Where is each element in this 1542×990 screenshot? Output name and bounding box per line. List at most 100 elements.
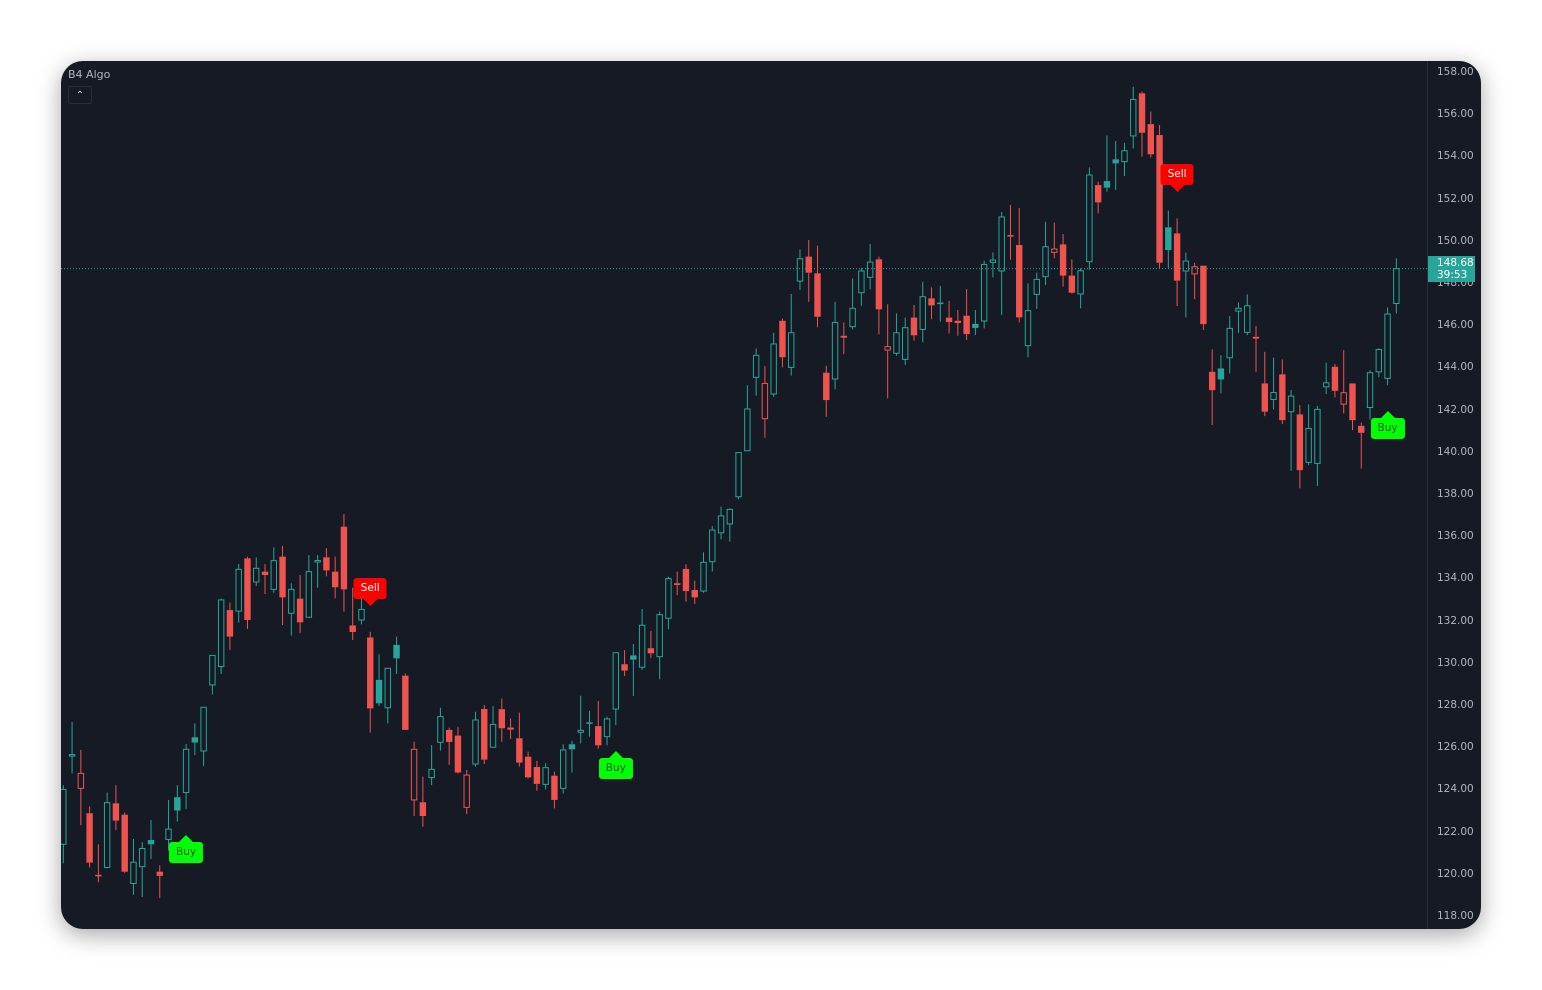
candle-body	[112, 803, 120, 821]
candle	[1384, 307, 1391, 386]
candle	[95, 844, 102, 883]
candle-body	[393, 644, 400, 659]
candle-body	[1217, 368, 1225, 380]
candle	[735, 452, 742, 500]
candle	[559, 744, 567, 794]
last-price-value: 148.68	[1437, 256, 1474, 269]
price-axis[interactable]: 118.00 120.00 122.00 124.00 126.00 128.00 130.…	[1427, 61, 1481, 929]
candle	[472, 711, 479, 767]
price-tick-label: 126.00	[1437, 741, 1474, 754]
candle	[568, 740, 576, 773]
candle	[1296, 405, 1304, 489]
candle-body	[323, 557, 330, 571]
candle-body	[445, 729, 453, 742]
price-tick-label: 136.00	[1437, 530, 1474, 543]
candle	[130, 838, 137, 895]
candle	[1077, 268, 1084, 309]
candle	[1059, 234, 1067, 287]
candle-body	[586, 722, 593, 724]
candle	[656, 611, 663, 680]
candle	[823, 365, 830, 417]
candle-body	[717, 515, 725, 534]
candle	[1393, 258, 1400, 314]
candle-body	[866, 261, 874, 278]
candle	[305, 554, 313, 618]
candle-body	[919, 296, 926, 330]
candle-body	[726, 508, 734, 525]
candle	[1226, 316, 1233, 374]
candle	[682, 564, 690, 602]
candle	[340, 514, 348, 612]
candle-body	[989, 259, 997, 263]
candle-body	[1051, 248, 1058, 253]
candle-body	[253, 567, 260, 583]
candle-body	[463, 774, 470, 808]
candle-body	[788, 332, 795, 368]
candle-body	[1270, 392, 1277, 400]
candle-body	[305, 571, 313, 618]
candle	[77, 749, 85, 826]
candle	[1208, 349, 1216, 426]
candle	[1261, 351, 1268, 417]
candle	[998, 211, 1005, 316]
candle	[103, 792, 111, 869]
buy-signal-label: Buy	[1370, 411, 1405, 440]
candle	[516, 712, 523, 767]
candle	[331, 556, 339, 599]
price-tick-label: 134.00	[1437, 572, 1474, 585]
candle-body	[340, 526, 348, 590]
candle-body	[358, 608, 365, 621]
candle	[524, 751, 532, 779]
candle	[1173, 218, 1181, 306]
candle-body	[1077, 270, 1084, 295]
candle-body	[165, 828, 172, 840]
candle-body	[288, 588, 295, 614]
candle	[1217, 355, 1225, 394]
candle	[989, 252, 997, 278]
candle-body	[428, 768, 435, 779]
candle	[402, 673, 409, 730]
candle	[489, 706, 497, 748]
candle-body	[542, 767, 549, 785]
candle-body	[1094, 185, 1102, 203]
candle	[963, 289, 970, 340]
candle-body	[86, 813, 93, 863]
candle	[419, 776, 427, 827]
candle	[1200, 265, 1207, 331]
candle-body	[1165, 227, 1172, 251]
candlestick-plot[interactable]	[61, 61, 1427, 929]
candle-body	[638, 624, 646, 668]
candle	[437, 707, 444, 751]
candle-body	[209, 654, 216, 686]
candle	[1094, 181, 1102, 214]
candle-body	[1393, 268, 1400, 304]
candle	[1235, 302, 1242, 333]
buy-signal-label: Buy	[598, 751, 633, 780]
candle-body	[1016, 245, 1023, 318]
candle	[1165, 210, 1172, 269]
candle	[875, 256, 883, 335]
candle	[612, 652, 620, 726]
candle-body	[279, 556, 286, 598]
candle-body	[121, 814, 128, 872]
candle-body	[621, 664, 628, 671]
candle	[1130, 86, 1137, 149]
candle-body	[744, 408, 751, 452]
last-price-label: 148.68 39:53	[1428, 255, 1475, 282]
candle-body	[1340, 392, 1347, 405]
candle-body	[147, 840, 155, 845]
price-tick-label: 154.00	[1437, 150, 1474, 163]
candle	[788, 293, 795, 376]
price-tick-label: 158.00	[1437, 66, 1474, 78]
buy-signal-label: Buy	[169, 835, 204, 864]
price-tick-label: 124.00	[1437, 783, 1474, 796]
candle	[603, 716, 611, 746]
candle-body	[1322, 382, 1330, 388]
candle	[770, 332, 777, 397]
candle	[796, 249, 804, 290]
collapse-button[interactable]: ⌃	[68, 86, 92, 104]
candle-body	[1103, 181, 1111, 188]
candle-body	[630, 655, 637, 660]
candle-body	[235, 568, 242, 612]
candle-body	[331, 571, 339, 588]
